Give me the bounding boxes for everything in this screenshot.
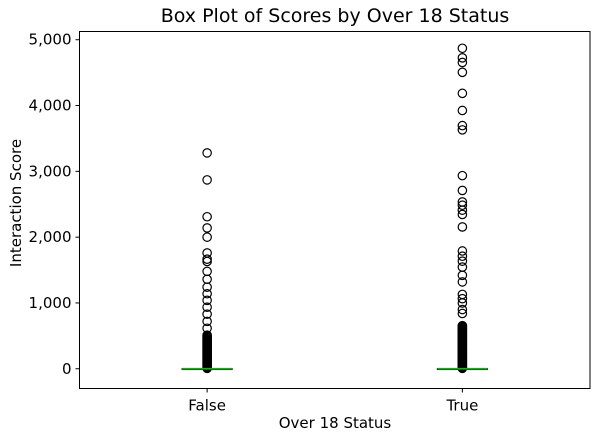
outlier-point — [202, 256, 212, 267]
outlier-point — [457, 256, 468, 266]
outlier-point — [457, 53, 468, 63]
outlier-point — [202, 223, 212, 233]
outlier-point — [457, 125, 468, 135]
outlier-point — [457, 270, 468, 281]
chart-title: Box Plot of Scores by Over 18 Status — [160, 5, 510, 27]
x-axis-label: Over 18 Status — [278, 414, 392, 432]
outlier-point — [457, 209, 468, 220]
outlier-point — [457, 246, 468, 256]
outlier-point — [202, 148, 212, 158]
outlier-point — [457, 67, 468, 78]
plot-border — [79, 31, 591, 389]
outlier-point — [457, 170, 468, 181]
outlier-point — [202, 274, 212, 285]
y-tick-label: 5,000 — [29, 31, 72, 49]
outlier-point — [202, 266, 212, 277]
outlier-point — [457, 120, 468, 131]
y-axis-label: Interaction Score — [7, 138, 25, 268]
outlier-point — [457, 304, 468, 315]
outlier-point — [457, 298, 468, 308]
outlier-point — [457, 308, 468, 319]
outlier-point — [202, 302, 212, 313]
outlier-point — [457, 293, 468, 304]
outlier-point — [457, 200, 468, 211]
outlier-point — [202, 232, 212, 242]
outlier-point — [202, 211, 212, 222]
x-tick-label: True — [445, 397, 478, 415]
outlier-point — [202, 288, 212, 299]
y-tick-label: 3,000 — [29, 162, 72, 180]
outlier-point — [457, 105, 468, 116]
outlier-point — [457, 262, 468, 272]
outlier-point — [457, 222, 468, 232]
outlier-point — [457, 185, 468, 196]
outlier-point — [457, 43, 468, 54]
outlier-point — [457, 57, 468, 68]
outlier-point — [202, 282, 212, 292]
outlier-point — [202, 295, 212, 306]
y-tick-label: 4,000 — [29, 97, 72, 115]
outlier-point — [457, 277, 468, 287]
outlier-point — [457, 88, 468, 99]
outlier-point — [202, 175, 212, 185]
outlier-point — [202, 309, 212, 319]
y-tick-label: 1,000 — [29, 294, 72, 312]
x-tick-label: False — [188, 397, 226, 415]
y-tick-label: 2,000 — [29, 228, 72, 246]
outlier-point — [202, 316, 212, 327]
y-tick-label: 0 — [62, 360, 72, 378]
outlier-point — [457, 251, 468, 262]
outlier-point — [457, 205, 468, 215]
